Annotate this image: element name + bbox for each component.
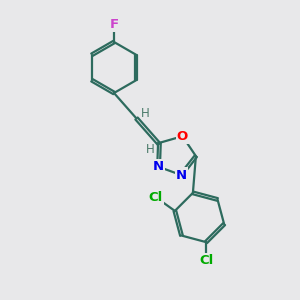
- Text: N: N: [153, 160, 164, 173]
- Text: H: H: [140, 106, 149, 120]
- Text: F: F: [110, 17, 118, 31]
- Text: Cl: Cl: [148, 191, 163, 204]
- Text: Cl: Cl: [199, 254, 213, 267]
- Text: H: H: [146, 143, 154, 156]
- Text: N: N: [176, 169, 187, 182]
- Text: O: O: [177, 130, 188, 143]
